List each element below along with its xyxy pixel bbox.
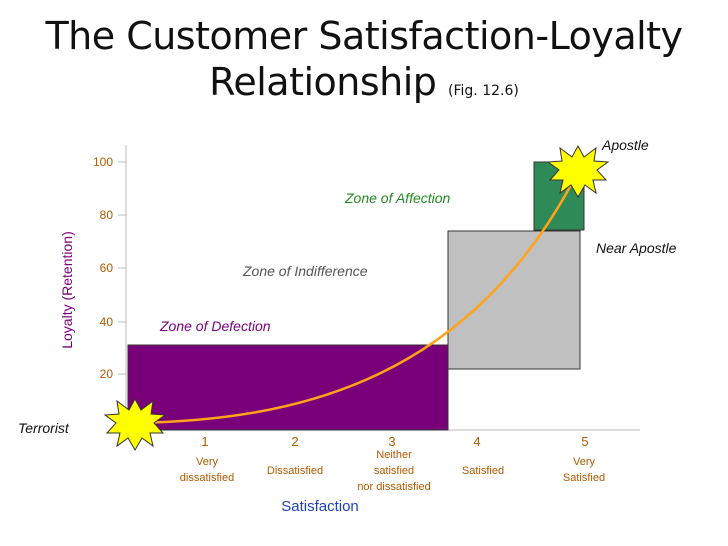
zone-defection-area — [127, 344, 449, 431]
x-desc-3-line-2: satisfied — [374, 465, 414, 477]
x-axis-label: Satisfaction — [281, 498, 359, 515]
x-desc-1-line-2: dissatisfied — [180, 472, 234, 484]
x-tick-3: 3 — [388, 434, 395, 449]
near-apostle-label: Near Apostle — [596, 240, 677, 256]
x-desc-3-line-1: Neither — [376, 449, 412, 461]
x-desc-5-line-2: Satisfied — [563, 472, 605, 484]
y-tick-80: 80 — [100, 208, 114, 222]
zone-affection-label: Zone of Affection — [344, 190, 451, 206]
x-tick-2: 2 — [291, 434, 298, 449]
y-tick-60: 60 — [100, 261, 114, 275]
terrorist-label: Terrorist — [18, 420, 70, 436]
title-line-2: Relationship (Fig. 12.6) — [0, 60, 728, 104]
apostle-burst-icon — [546, 144, 610, 198]
y-tick-20: 20 — [100, 367, 114, 381]
zone-indifference-label: Zone of Indifference — [242, 263, 368, 279]
x-desc-1-line-1: Very — [196, 456, 219, 468]
figure-reference: (Fig. 12.6) — [448, 83, 519, 99]
y-tick-40: 40 — [100, 315, 114, 329]
apostle-label: Apostle — [601, 137, 649, 153]
terrorist-burst-icon — [103, 397, 167, 451]
x-tick-5: 5 — [581, 434, 588, 449]
y-tick-100: 100 — [93, 155, 113, 169]
zone-defection-label: Zone of Defection — [159, 318, 271, 334]
x-desc-3-line-3: nor dissatisfied — [357, 481, 430, 493]
x-tick-1: 1 — [201, 434, 208, 449]
loyalty-curve — [134, 171, 580, 425]
x-desc-5-line-1: Very — [573, 456, 596, 468]
title-line-1: The Customer Satisfaction-Loyalty — [45, 14, 683, 58]
title-main: Relationship — [209, 60, 437, 104]
x-desc-2-line-1: Dissatisfied — [267, 465, 323, 477]
zone-indifference-area — [447, 230, 581, 370]
x-tick-4: 4 — [473, 434, 480, 449]
x-desc-4-line-1: Satisfied — [462, 465, 504, 477]
y-axis-label: Loyalty (Retention) — [59, 231, 75, 349]
